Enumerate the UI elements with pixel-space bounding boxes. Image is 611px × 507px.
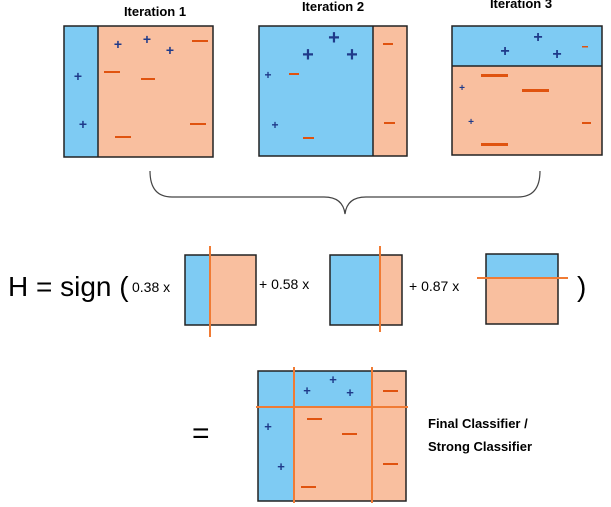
iteration-3-border [451, 25, 603, 156]
minus-sign [115, 136, 131, 138]
iteration-1-salmon-region [98, 26, 213, 157]
plus-sign: + [166, 42, 174, 58]
formula-row: H = sign ( 0.38 x + 0.58 x + 0.87 x ) [8, 246, 586, 337]
plus-sign: + [143, 31, 151, 47]
plus-sign: + [114, 36, 122, 52]
iteration-3-title: Iteration 3 [490, 0, 552, 11]
iteration-2-title: Iteration 2 [302, 0, 364, 14]
minus-sign [481, 74, 508, 77]
minus-sign [141, 78, 155, 80]
plus-sign: + [329, 372, 337, 387]
plus-sign: + [533, 29, 542, 46]
plus-sign: + [271, 118, 278, 132]
final-border [257, 370, 407, 502]
iteration-1-panel: Iteration 1 + + + + + [63, 4, 214, 158]
minus-sign [384, 122, 395, 124]
plus-sign: + [264, 68, 271, 82]
final-blue-left [258, 407, 294, 501]
weight-2: + 0.58 x [259, 276, 309, 292]
plus-sign: + [459, 83, 465, 94]
minus-sign [104, 71, 120, 73]
minus-sign [582, 46, 588, 48]
weight-3: + 0.87 x [409, 278, 459, 294]
plus-sign: + [264, 419, 272, 434]
minus-sign [481, 143, 508, 146]
final-salmon-topright [372, 371, 406, 407]
plus-sign: + [346, 44, 358, 66]
final-label-line2: Strong Classifier [428, 439, 532, 454]
plus-sign: + [74, 68, 82, 84]
final-blue-top [258, 371, 372, 407]
minus-sign [307, 418, 322, 420]
plus-sign: + [500, 43, 509, 60]
minus-sign [383, 390, 398, 392]
minus-sign [582, 122, 591, 124]
iteration-1-blue-region [64, 26, 98, 157]
equals-sign: = [192, 417, 210, 450]
plus-sign: + [277, 459, 285, 474]
final-classifier: = + + + + + Final Classifier / Strong Cl… [192, 367, 532, 503]
weight-1: 0.38 x [132, 279, 170, 295]
plus-sign: + [346, 385, 354, 400]
grouping-brace [149, 170, 541, 215]
minus-sign [303, 137, 314, 139]
weak-classifier-2 [329, 246, 403, 332]
closing-paren: ) [577, 271, 586, 302]
plus-sign: + [302, 44, 314, 66]
final-salmon-main [294, 407, 406, 501]
iteration-1-border [63, 25, 214, 158]
minus-sign [383, 43, 393, 45]
final-label-line1: Final Classifier / [428, 416, 528, 431]
minus-sign [522, 89, 549, 92]
minus-sign [342, 433, 357, 435]
weak-classifier-1 [184, 246, 257, 337]
plus-sign: + [468, 117, 474, 128]
iteration-3-salmon-region [452, 66, 602, 155]
plus-sign: + [328, 27, 340, 49]
minus-sign [190, 123, 206, 125]
iteration-3-panel: Iteration 3 + + + + + [451, 0, 603, 156]
minus-sign [383, 463, 398, 465]
iteration-2-panel: Iteration 2 + + + + + [258, 0, 408, 157]
iteration-2-border [258, 25, 408, 157]
minus-sign [192, 40, 208, 42]
plus-sign: + [303, 383, 311, 398]
iteration-2-salmon-region [373, 26, 407, 156]
minus-sign [289, 73, 299, 75]
iteration-3-blue-region [452, 26, 602, 66]
formula-prefix: H = sign ( [8, 271, 129, 302]
plus-sign: + [79, 116, 87, 132]
weak-classifier-3 [477, 253, 568, 325]
plus-sign: + [552, 46, 561, 63]
minus-sign [301, 486, 316, 488]
iteration-1-title: Iteration 1 [124, 4, 186, 19]
iteration-2-blue-region [259, 26, 373, 156]
